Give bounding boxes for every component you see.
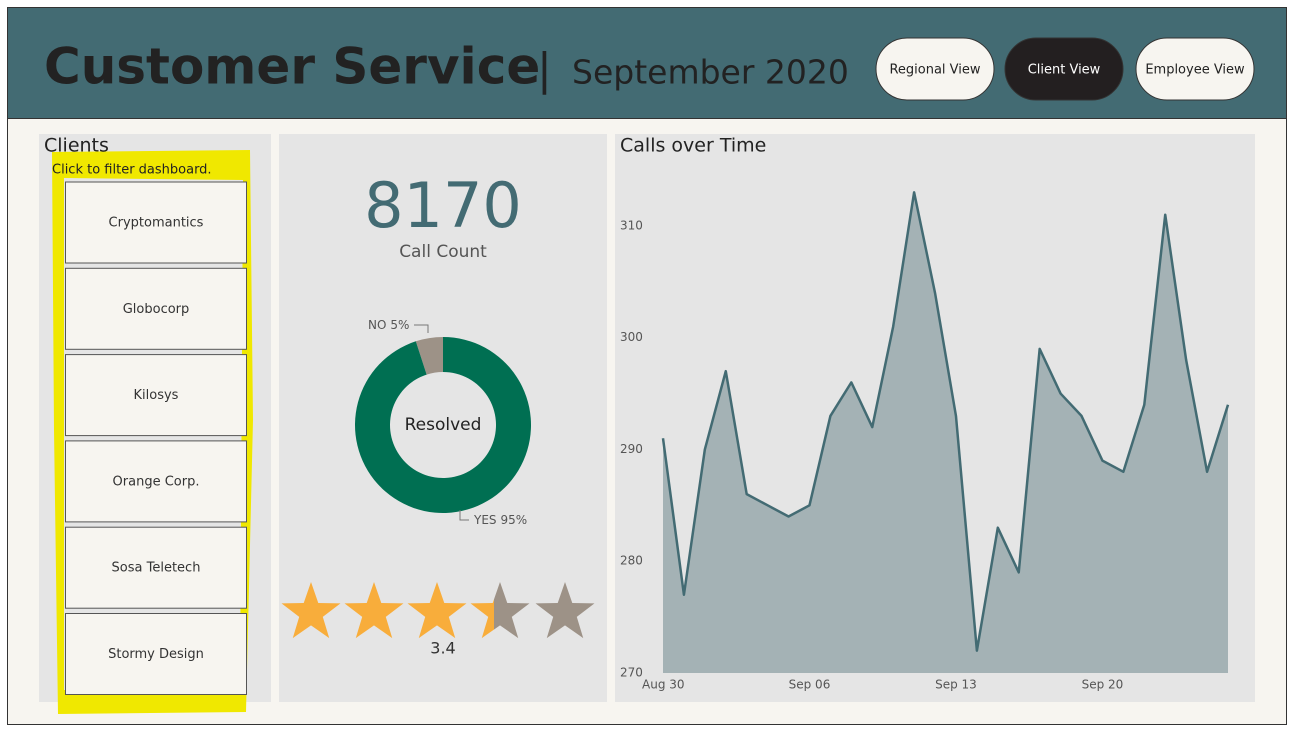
client-label[interactable]: Globocorp	[123, 302, 190, 317]
client-box[interactable]	[65, 354, 247, 437]
button-shape[interactable]	[1135, 37, 1255, 101]
view-buttons: Regional View Client View Employee View	[875, 37, 1255, 101]
client-box[interactable]	[65, 613, 247, 695]
y-tick-label: 270	[620, 666, 643, 680]
star	[344, 582, 404, 639]
line	[661, 191, 1230, 652]
clients-hint: Click to filter dashboard.	[52, 163, 212, 178]
rating-stars	[281, 582, 595, 639]
x-tick-label: Sep 20	[1082, 678, 1124, 692]
title-separator: |	[537, 44, 552, 95]
title: Customer Service	[44, 38, 540, 96]
line-area	[663, 192, 1228, 673]
button-label[interactable]: Employee View	[1145, 63, 1245, 78]
client-box[interactable]	[65, 181, 247, 264]
client-button[interactable]: Kilosys	[65, 354, 247, 437]
star	[470, 582, 530, 639]
client-label[interactable]: Sosa Teletech	[112, 561, 201, 576]
client-label[interactable]: Stormy Design	[108, 647, 204, 662]
client-button[interactable]: Cryptomantics	[65, 181, 247, 264]
line-chart: 270 280 290 300 310 Aug 30 Sep 06 Sep 13 Sep 20	[620, 191, 1230, 692]
slice-value: 5%	[390, 318, 409, 332]
line-chart-title: Calls over Time	[620, 135, 766, 157]
y-tick-label: 280	[620, 554, 643, 568]
x-tick-label: Sep 06	[789, 678, 831, 692]
button-label[interactable]: Client View	[1028, 63, 1101, 78]
button-label[interactable]: Regional View	[889, 63, 980, 78]
client-box[interactable]	[65, 526, 247, 609]
y-tick-label: 300	[620, 330, 643, 344]
client-button[interactable]: Orange Corp.	[65, 440, 247, 523]
client-list: Cryptomantics Globocorp Kilosys Orange Corp…	[65, 181, 247, 695]
client-label[interactable]: Kilosys	[134, 388, 179, 403]
button-shape[interactable]	[1004, 37, 1124, 101]
donut-slice	[355, 337, 532, 513]
rating-value: 3.4	[430, 639, 455, 658]
slice-category: YES	[473, 513, 497, 527]
star	[407, 582, 467, 639]
subtitle: September 2020	[572, 53, 849, 92]
button-shape[interactable]	[875, 37, 995, 101]
y-tick-label: 310	[620, 218, 643, 232]
donut-center-label: Resolved	[405, 415, 482, 435]
client-label[interactable]: Orange Corp.	[113, 474, 200, 489]
kpi-value: 8170	[364, 169, 522, 242]
star	[535, 582, 595, 639]
clients-title: Clients	[44, 135, 109, 157]
client-label[interactable]: Cryptomantics	[109, 216, 204, 231]
client-button[interactable]: Globocorp	[65, 267, 247, 350]
view-button[interactable]: Regional View	[875, 37, 995, 101]
star	[281, 582, 341, 639]
leader-line	[414, 324, 429, 333]
x-tick-label: Sep 13	[935, 678, 977, 692]
slice-category: NO	[368, 318, 386, 332]
donut-slice	[415, 337, 443, 375]
view-button[interactable]: Client View	[1004, 37, 1124, 101]
view-button[interactable]: Employee View	[1135, 37, 1255, 101]
leader-line	[459, 510, 469, 521]
slice-label: YES 95%	[473, 513, 527, 527]
client-button[interactable]: Stormy Design	[65, 613, 247, 695]
donut-chart: Resolved NO 5% YES 95%	[355, 318, 532, 527]
client-box[interactable]	[65, 440, 247, 523]
client-button[interactable]: Sosa Teletech	[65, 526, 247, 609]
slice-label: NO 5%	[368, 318, 409, 332]
x-tick-label: Aug 30	[642, 678, 685, 692]
kpi-label: Call Count	[399, 242, 487, 262]
slice-value: 95%	[501, 513, 528, 527]
y-tick-label: 290	[620, 442, 643, 456]
client-box[interactable]	[65, 267, 247, 350]
